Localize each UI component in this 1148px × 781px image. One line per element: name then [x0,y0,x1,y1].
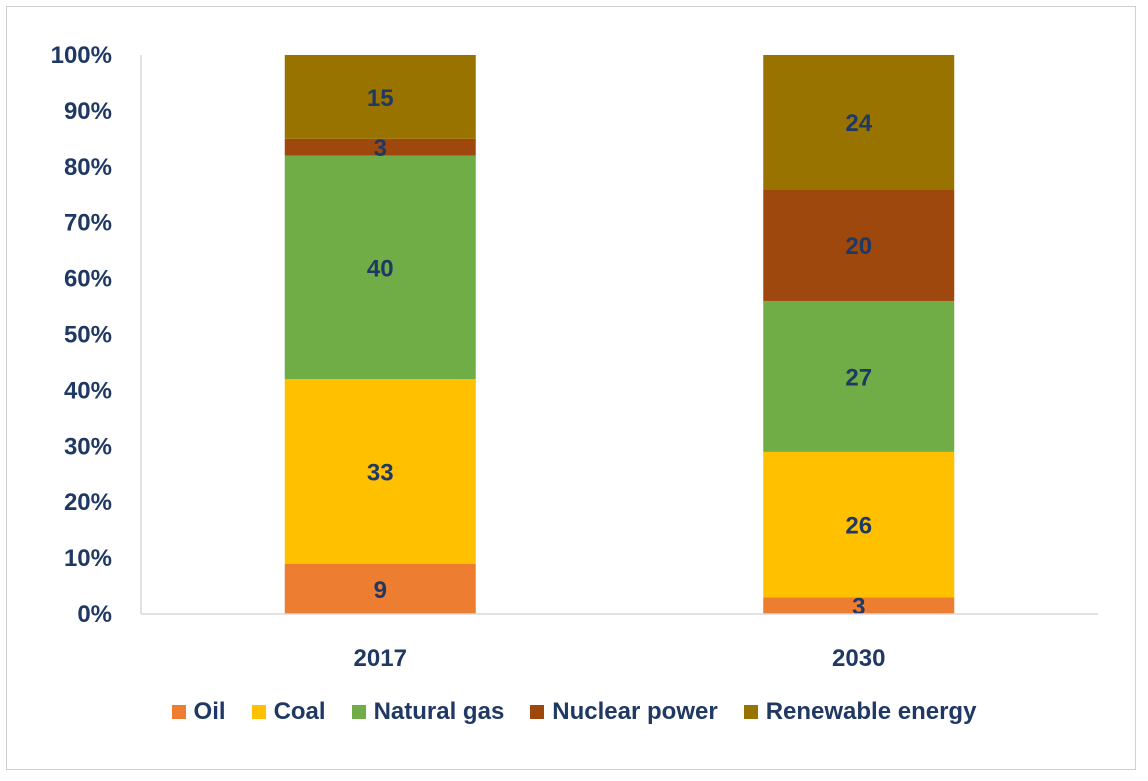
legend-label: Coal [273,698,326,725]
x-axis: 2017 2030 [354,645,886,672]
legend-label: Renewable energy [765,698,977,725]
bar-segment-nuclear-power-2017 [284,138,476,156]
y-tick-label: 60% [64,266,112,293]
bar-segment-oil-2017 [284,563,476,614]
bar-segment-renewable-energy-2017 [284,55,476,139]
y-tick-label: 80% [64,154,112,181]
y-axis: 0% 10% 20% 30% 40% 50% 60% 70% 80% 90% 100% [51,42,112,628]
data-label: 24 [845,110,872,137]
legend-swatch [251,705,266,719]
legend-item-nuclear-power: Nuclear power [530,698,718,726]
stacked-bar-chart: 0%10%20%30%40%50%60%70%80%90%100% 933403… [51,42,1098,672]
data-label: 33 [367,459,394,486]
bar-segment-renewable-energy-2030 [763,55,955,190]
y-tick-label: 30% [64,433,112,460]
y-tick-label: 70% [64,210,112,237]
data-label: 15 [367,85,394,112]
legend-item-coal: Coal [251,698,326,726]
y-tick-label: 90% [64,98,112,125]
data-label: 3 [852,594,865,621]
bar-segment-coal-2030 [763,451,955,598]
bars-group [284,55,955,614]
data-labels-group: 9 33 40 3 15 3 26 27 20 24 [367,85,873,621]
legend-swatch [743,705,758,719]
legend-swatch [351,705,366,719]
bar-segment-natural-gas-2017 [284,155,476,380]
y-tick-label: 100% [51,42,112,69]
x-tick-label: 2030 [832,645,885,672]
y-tick-label: 10% [64,545,112,572]
legend-label: Nuclear power [552,698,718,725]
legend-item-oil: Oil [171,698,226,726]
legend: Oil Coal Natural gas Nuclear power Renewable… [0,698,1148,726]
y-tick-label: 0% [77,601,112,628]
x-tick-label: 2017 [354,645,407,672]
bar-segment-nuclear-power-2030 [763,189,955,301]
data-label: 9 [374,577,387,604]
y-tick-label: 50% [64,322,112,349]
data-label: 20 [845,233,872,260]
legend-swatch [171,705,186,719]
y-tick-label: 40% [64,377,112,404]
data-label: 40 [367,255,394,282]
data-label: 3 [374,135,387,162]
legend-item-natural-gas: Natural gas [351,698,505,726]
bar-segment-coal-2017 [284,379,476,564]
y-tick-label: 20% [64,489,112,516]
legend-label: Oil [193,698,226,725]
bar-segment-oil-2030 [763,597,955,614]
data-label: 27 [845,364,872,391]
legend-item-renewable-energy: Renewable energy [743,698,977,726]
data-label: 26 [845,513,872,540]
legend-label: Natural gas [373,698,505,725]
bar-segment-natural-gas-2030 [763,300,955,452]
legend-swatch [530,705,545,719]
